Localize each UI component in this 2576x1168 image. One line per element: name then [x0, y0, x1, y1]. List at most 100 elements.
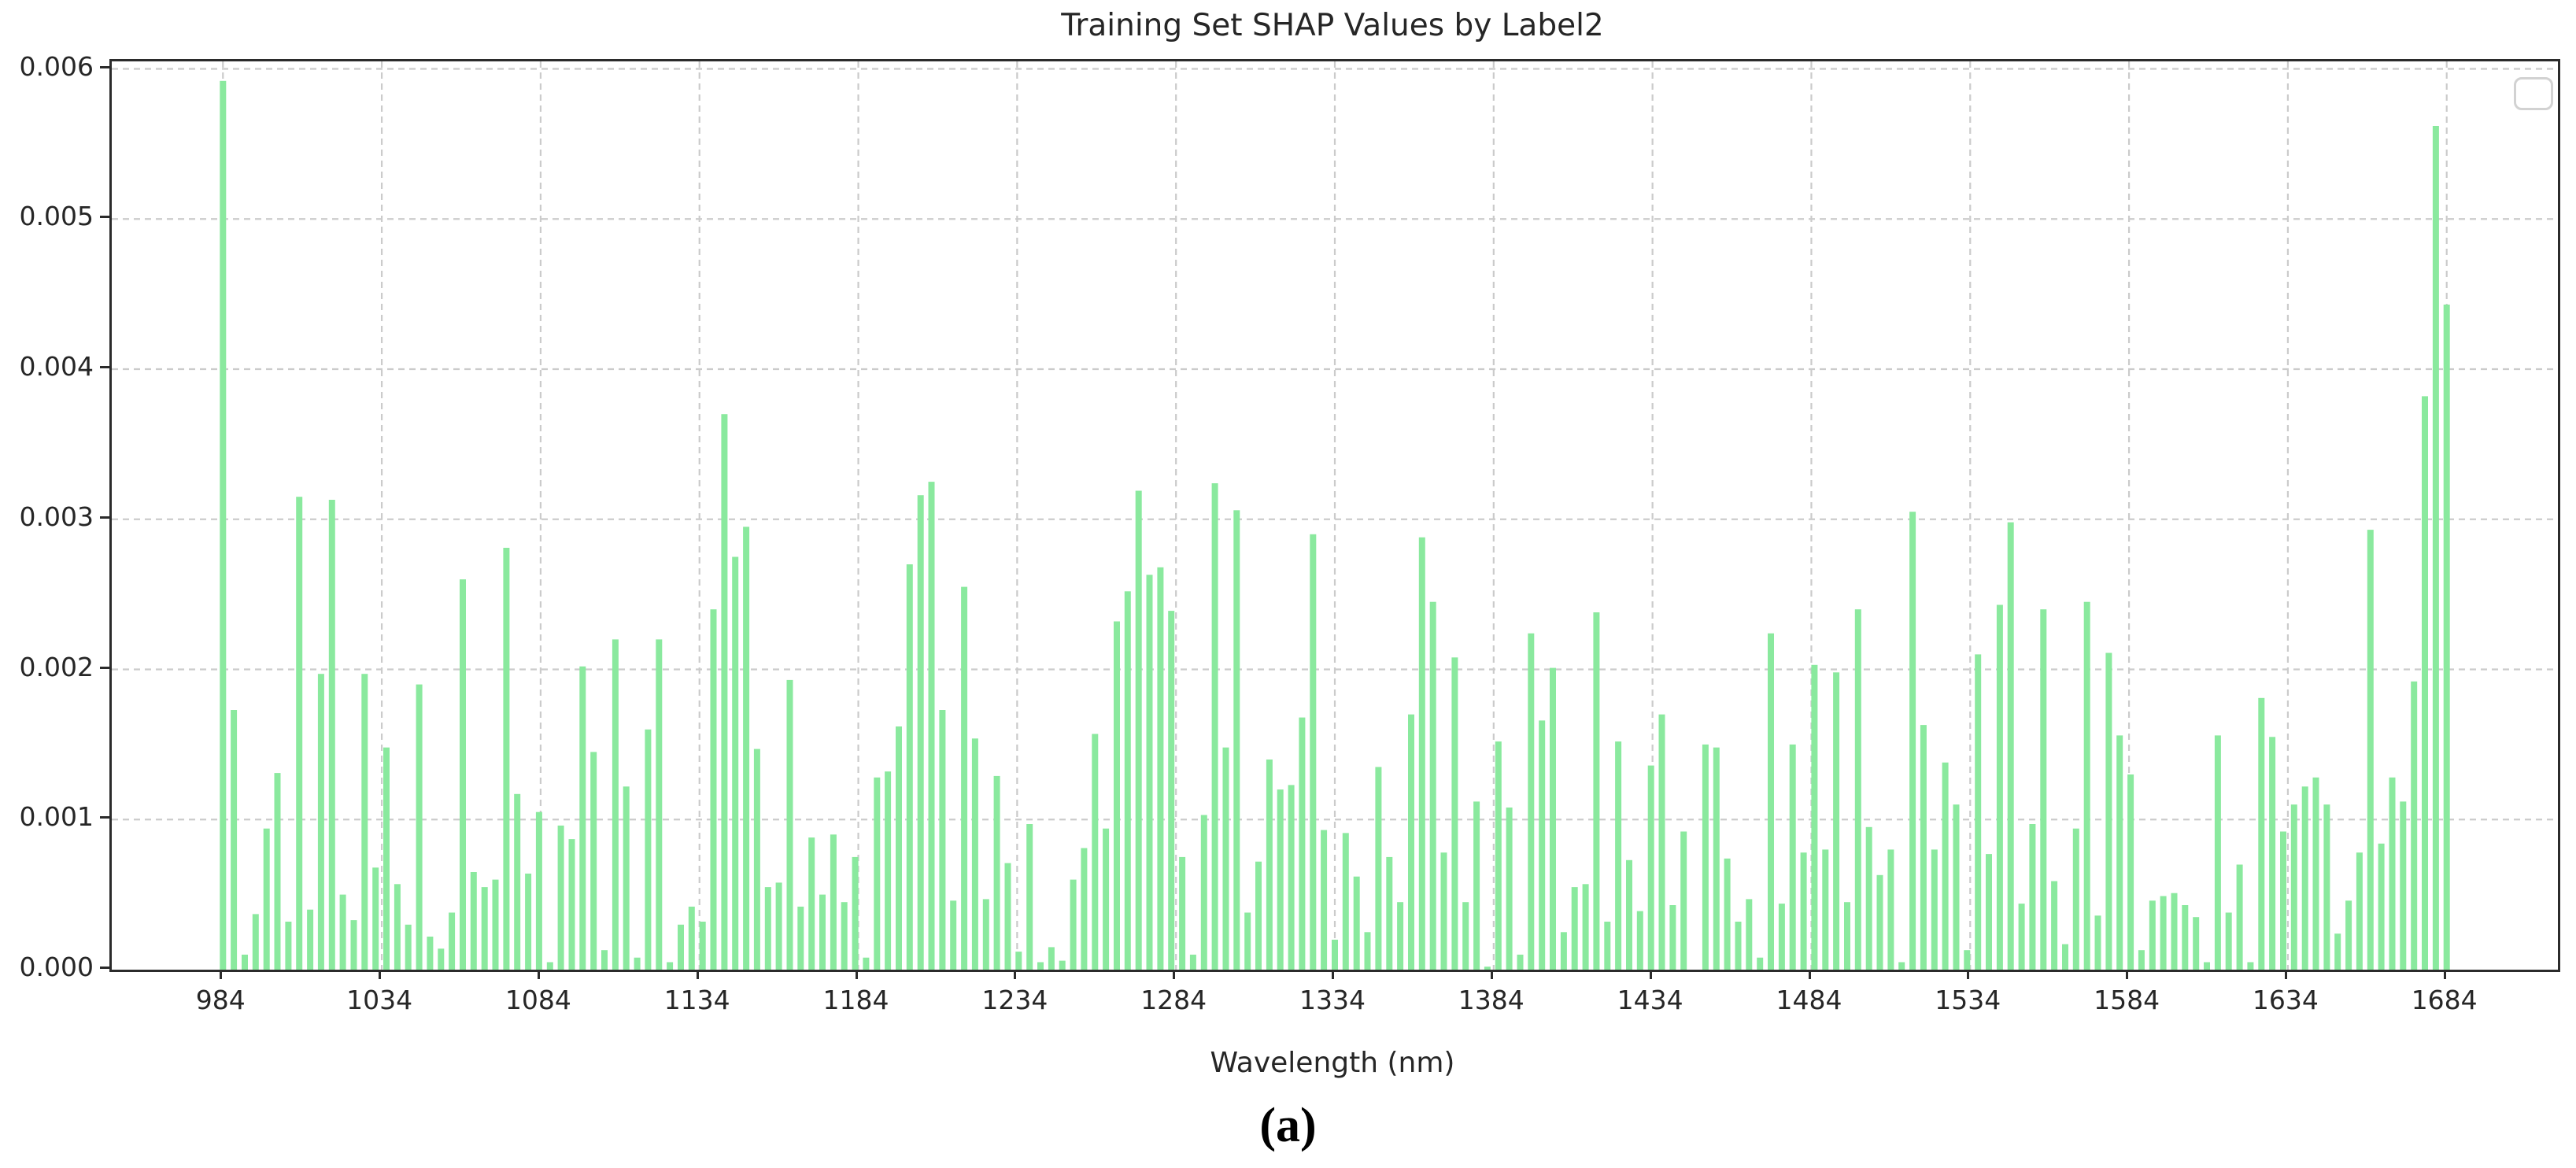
bar — [1081, 848, 1088, 970]
bar — [841, 902, 848, 970]
bar — [645, 729, 652, 970]
bar — [438, 948, 445, 970]
bar — [1244, 912, 1251, 970]
y-tick-label: 0.004 — [19, 351, 94, 382]
x-axis-label: Wavelength (nm) — [1210, 1047, 1455, 1079]
bar — [2400, 801, 2407, 970]
bar — [1103, 828, 1110, 970]
bar — [2051, 881, 2058, 970]
bar — [2182, 905, 2189, 970]
bar — [317, 674, 324, 970]
x-tick-label: 1134 — [663, 985, 730, 1015]
bar — [1070, 879, 1077, 970]
bar — [961, 586, 968, 970]
bar — [699, 922, 706, 970]
bar — [220, 80, 227, 970]
y-tick-label: 0.001 — [19, 801, 94, 833]
x-tick — [696, 970, 699, 979]
bar — [885, 771, 892, 970]
x-tick — [2284, 970, 2287, 979]
bar — [1418, 537, 1425, 970]
bar — [2007, 522, 2014, 970]
bar — [1811, 664, 1818, 970]
x-tick-label: 1434 — [1617, 985, 1683, 1015]
bar — [797, 906, 804, 970]
bar — [1321, 830, 1328, 970]
bar — [2236, 864, 2243, 970]
bar — [328, 500, 335, 970]
bar — [1473, 801, 1480, 970]
bar — [971, 738, 978, 970]
bar — [2105, 652, 2112, 970]
bar — [579, 666, 586, 970]
bar — [743, 527, 750, 970]
bar — [383, 747, 390, 970]
bar — [2422, 396, 2428, 970]
bar — [1953, 804, 1960, 970]
bar — [1342, 833, 1349, 970]
bar — [503, 548, 510, 970]
bar — [819, 894, 826, 970]
bar — [1876, 874, 1883, 970]
bar — [1528, 633, 1535, 970]
bar — [1996, 604, 2003, 970]
y-tick-label: 0.005 — [19, 201, 94, 232]
bar — [1332, 939, 1338, 970]
bar — [1277, 789, 1284, 970]
y-tick-label: 0.002 — [19, 651, 94, 682]
bar — [2356, 852, 2363, 970]
bar — [1854, 609, 1861, 970]
bar — [1179, 856, 1186, 970]
bar — [2040, 609, 2047, 970]
bar — [678, 924, 684, 970]
x-tick-label: 1234 — [981, 985, 1048, 1015]
bar — [1539, 720, 1546, 970]
bar — [1092, 734, 1099, 970]
bar — [546, 962, 553, 970]
bar — [1964, 950, 1971, 970]
bar — [2432, 126, 2439, 970]
bars-layer — [220, 80, 2450, 970]
bar — [2214, 735, 2221, 970]
bar — [427, 937, 434, 970]
bar — [1833, 672, 1840, 970]
bar — [830, 834, 837, 970]
bar — [1146, 575, 1153, 970]
bar — [775, 882, 782, 970]
y-tick — [100, 65, 109, 68]
bar — [917, 495, 924, 970]
x-tick-label: 1534 — [1935, 985, 2001, 1015]
bar — [2334, 933, 2341, 970]
bar — [1724, 858, 1731, 970]
bar — [1986, 854, 1992, 970]
bar — [242, 954, 248, 970]
x-tick — [855, 970, 858, 979]
x-tick — [2443, 970, 2446, 979]
bar — [1975, 654, 1982, 970]
x-tick — [220, 970, 223, 979]
x-tick-label: 1084 — [504, 985, 571, 1015]
bar — [2171, 893, 2178, 970]
bar — [721, 414, 728, 970]
bar — [1440, 852, 1447, 970]
legend-box — [2514, 77, 2553, 110]
bar — [1920, 725, 1927, 970]
x-tick-label: 1684 — [2411, 985, 2478, 1015]
bar — [307, 909, 314, 970]
x-tick — [1490, 970, 1493, 979]
x-tick — [379, 970, 382, 979]
x-tick — [1967, 970, 1970, 979]
bar — [2280, 831, 2286, 970]
bar — [394, 884, 401, 970]
bar — [1844, 902, 1850, 970]
x-tick-label: 1334 — [1299, 985, 1366, 1015]
bar — [786, 679, 793, 970]
bar — [1680, 831, 1687, 970]
bar — [2127, 774, 2134, 970]
bar — [2323, 804, 2330, 970]
bar — [1506, 808, 1513, 970]
bar — [874, 777, 881, 970]
bar — [2269, 737, 2276, 970]
bar — [1865, 826, 1872, 970]
